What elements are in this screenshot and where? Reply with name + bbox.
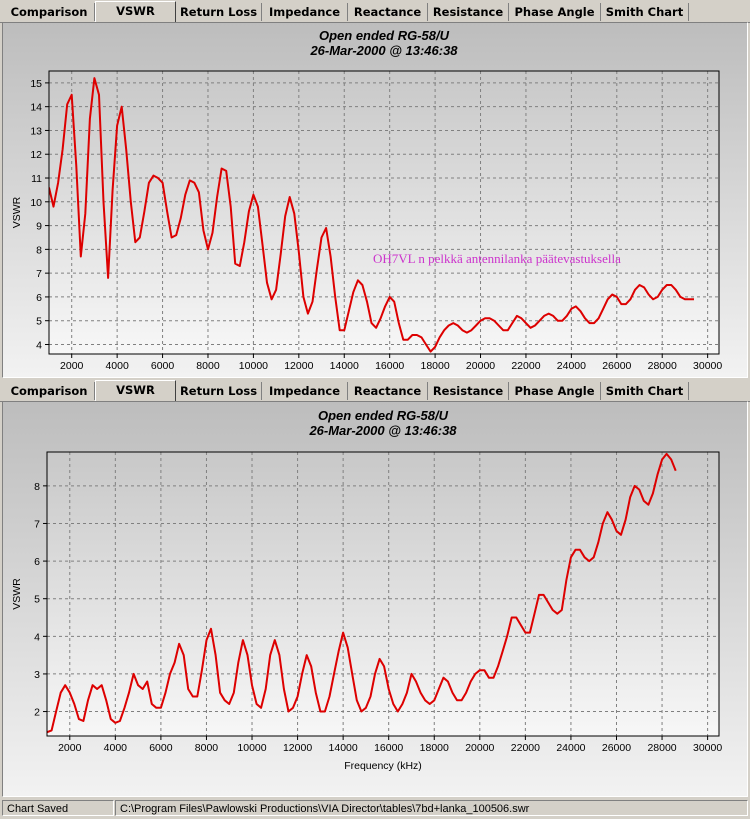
tab-reactance[interactable]: Reactance bbox=[348, 382, 428, 400]
y-axis-label: VSWR bbox=[11, 196, 23, 228]
vswr-chart-top: Open ended RG-58/U26-Mar-2000 @ 13:46:38… bbox=[3, 23, 747, 377]
y-tick-label: 6 bbox=[34, 556, 40, 568]
chart-title: Open ended RG-58/U bbox=[318, 408, 449, 423]
x-tick-label: 30000 bbox=[693, 360, 722, 372]
plot-border bbox=[46, 451, 720, 737]
vswr-chart-bottom: Open ended RG-58/U26-Mar-2000 @ 13:46:38… bbox=[3, 402, 747, 796]
y-tick-label: 3 bbox=[34, 669, 40, 681]
y-tick-label: 8 bbox=[34, 481, 40, 493]
chart-subtitle: 26-Mar-2000 @ 13:46:38 bbox=[308, 423, 457, 438]
x-tick-label: 16000 bbox=[375, 360, 404, 372]
chart-title: Open ended RG-58/U bbox=[319, 28, 450, 43]
vswr-series-line bbox=[47, 452, 677, 734]
x-tick-label: 18000 bbox=[421, 360, 450, 372]
x-tick-label: 28000 bbox=[647, 742, 676, 754]
x-axis-label: Frequency (kHz) bbox=[344, 760, 422, 772]
y-tick-label: 14 bbox=[30, 102, 42, 114]
x-tick-label: 4000 bbox=[104, 742, 128, 754]
tab-impedance[interactable]: Impedance bbox=[262, 3, 348, 21]
tab-reactance[interactable]: Reactance bbox=[348, 3, 428, 21]
status-bar: Chart Saved C:\Program Files\Pawlowski P… bbox=[0, 798, 750, 819]
x-tick-label: 16000 bbox=[374, 742, 403, 754]
x-tick-label: 28000 bbox=[648, 360, 677, 372]
status-file-path: C:\Program Files\Pawlowski Productions\V… bbox=[115, 800, 748, 816]
y-tick-label: 2 bbox=[34, 707, 40, 719]
x-tick-label: 18000 bbox=[420, 742, 449, 754]
x-tick-label: 22000 bbox=[511, 360, 540, 372]
y-tick-label: 6 bbox=[36, 292, 42, 304]
tab-vswr[interactable]: VSWR bbox=[95, 380, 176, 401]
tab-smith-chart[interactable]: Smith Chart bbox=[601, 382, 689, 400]
status-message: Chart Saved bbox=[2, 800, 114, 816]
x-tick-label: 24000 bbox=[556, 742, 585, 754]
y-tick-label: 7 bbox=[36, 268, 42, 280]
tab-phase-angle[interactable]: Phase Angle bbox=[509, 382, 601, 400]
tab-bar-top: Comparison VSWR Return Loss Impedance Re… bbox=[0, 0, 750, 23]
x-tick-label: 26000 bbox=[602, 742, 631, 754]
x-tick-label: 20000 bbox=[466, 360, 495, 372]
plot-area bbox=[47, 452, 719, 736]
y-tick-label: 7 bbox=[34, 518, 40, 530]
x-tick-label: 22000 bbox=[511, 742, 540, 754]
tab-comparison[interactable]: Comparison bbox=[4, 382, 95, 400]
x-tick-label: 10000 bbox=[239, 360, 268, 372]
tab-bar-bottom: Comparison VSWR Return Loss Impedance Re… bbox=[0, 379, 750, 402]
x-tick-label: 14000 bbox=[329, 742, 358, 754]
x-tick-label: 12000 bbox=[283, 742, 312, 754]
x-tick-label: 30000 bbox=[693, 742, 722, 754]
tab-return-loss[interactable]: Return Loss bbox=[176, 382, 262, 400]
x-tick-label: 6000 bbox=[149, 742, 173, 754]
y-tick-label: 9 bbox=[36, 221, 42, 233]
plot-border bbox=[48, 70, 720, 355]
tab-comparison[interactable]: Comparison bbox=[4, 3, 95, 21]
vswr-series-line bbox=[49, 77, 694, 353]
x-tick-label: 14000 bbox=[330, 360, 359, 372]
x-tick-label: 20000 bbox=[465, 742, 494, 754]
y-tick-label: 4 bbox=[36, 339, 42, 351]
y-tick-label: 5 bbox=[34, 594, 40, 606]
y-tick-label: 4 bbox=[34, 631, 40, 643]
x-tick-label: 4000 bbox=[105, 360, 129, 372]
y-tick-label: 10 bbox=[30, 197, 42, 209]
y-tick-label: 8 bbox=[36, 244, 42, 256]
x-tick-label: 2000 bbox=[58, 742, 82, 754]
tab-phase-angle[interactable]: Phase Angle bbox=[509, 3, 601, 21]
y-tick-label: 12 bbox=[30, 149, 42, 161]
tab-resistance[interactable]: Resistance bbox=[428, 382, 509, 400]
y-tick-label: 11 bbox=[31, 173, 42, 185]
tab-return-loss[interactable]: Return Loss bbox=[176, 3, 262, 21]
x-tick-label: 6000 bbox=[151, 360, 175, 372]
y-tick-label: 13 bbox=[30, 125, 42, 137]
x-tick-label: 26000 bbox=[602, 360, 631, 372]
x-tick-label: 2000 bbox=[60, 360, 84, 372]
x-tick-label: 8000 bbox=[195, 742, 219, 754]
chart-subtitle: 26-Mar-2000 @ 13:46:38 bbox=[309, 43, 458, 58]
chart-panel-top: Open ended RG-58/U 26-Mar-2000 @ 13:46:38… bbox=[2, 22, 748, 378]
y-axis-label: VSWR bbox=[11, 578, 23, 610]
tab-resistance[interactable]: Resistance bbox=[428, 3, 509, 21]
x-tick-label: 12000 bbox=[284, 360, 313, 372]
x-tick-label: 8000 bbox=[196, 360, 220, 372]
tab-vswr[interactable]: VSWR bbox=[95, 1, 176, 22]
y-tick-label: 15 bbox=[30, 78, 42, 90]
tab-impedance[interactable]: Impedance bbox=[262, 382, 348, 400]
x-tick-label: 10000 bbox=[237, 742, 266, 754]
tab-smith-chart[interactable]: Smith Chart bbox=[601, 3, 689, 21]
chart-annotation: OH7VL n pelkkä antennilanka päätevastuks… bbox=[373, 251, 621, 266]
x-tick-label: 24000 bbox=[557, 360, 586, 372]
chart-panel-bottom: Open ended RG-58/U 26-Mar-2000 @ 13:46:38… bbox=[2, 401, 748, 797]
y-tick-label: 5 bbox=[36, 316, 42, 328]
